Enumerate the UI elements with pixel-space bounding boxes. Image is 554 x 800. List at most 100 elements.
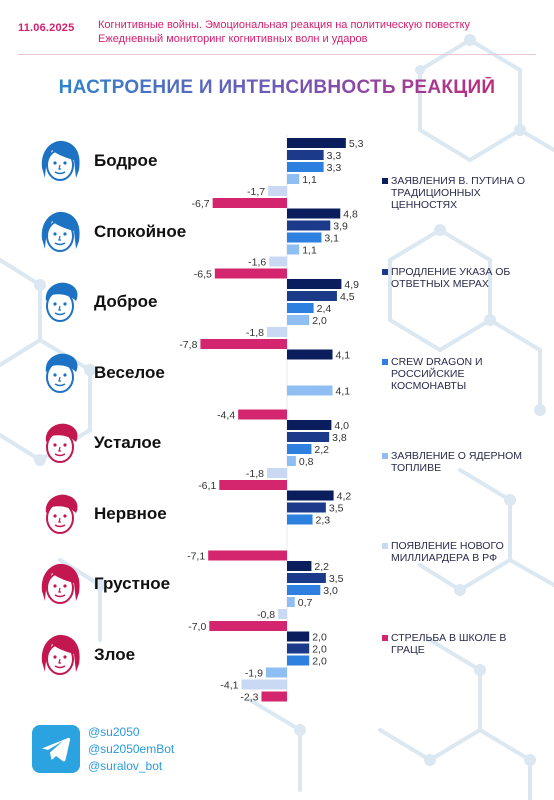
- bar-value-label-1-4: 1,1: [302, 174, 317, 186]
- bar-2-1: [287, 208, 341, 219]
- telegram-handle-3[interactable]: @suralov_bot: [88, 759, 163, 773]
- legend-swatch: [382, 635, 388, 641]
- header-subtitle-1: Когнитивные войны. Эмоциональная реакция…: [98, 19, 471, 31]
- legend-swatch: [382, 543, 388, 549]
- telegram-handle-2[interactable]: @su2050emBot: [88, 742, 175, 756]
- bar-3-4: [287, 315, 310, 325]
- bar-7-1: [287, 561, 312, 571]
- bar-value-label-7-4: 0,7: [298, 597, 313, 609]
- red-man-face-icon: [36, 420, 84, 468]
- bar-8-6: [261, 691, 287, 702]
- bar-7-5: [278, 609, 287, 619]
- legend-label: ЗАЯВЛЕНИЕ О ЯДЕРНОМ ТОПЛИВЕ: [391, 450, 523, 474]
- emotion-label-3: Доброе: [94, 292, 158, 311]
- emotion-label-7: Грустное: [94, 574, 171, 593]
- bar-4-1: [287, 349, 333, 360]
- emotion-label-5: Усталое: [94, 433, 162, 452]
- bar-5-3: [287, 444, 312, 454]
- bar-3-2: [287, 291, 337, 301]
- bar-5-4: [287, 456, 296, 466]
- bar-value-label-4-6: -4,4: [217, 410, 235, 422]
- legend-swatch: [382, 359, 388, 365]
- legend-label: ЗАЯВЛЕНИЯ В. ПУТИНА О ТРАДИЦИОННЫХ ЦЕННО…: [391, 175, 526, 211]
- bar-value-label-7-2: 3,5: [329, 573, 344, 585]
- bar-value-label-7-1: 2,2: [314, 561, 329, 573]
- legend-swatch: [382, 178, 388, 184]
- bar-value-label-7-5: -0,8: [257, 609, 275, 621]
- bar-value-label-5-1: 4,0: [334, 420, 349, 432]
- bar-6-1: [287, 490, 334, 501]
- legend-label: ПРОДЛЕНИЕ УКАЗА ОБ ОТВЕТНЫХ МЕРАХ: [391, 266, 511, 290]
- bar-6-3: [287, 514, 313, 525]
- bar-value-label-2-4: 1,1: [302, 245, 317, 257]
- bar-value-label-1-3: 3,3: [327, 162, 342, 174]
- blue-woman-face-icon: [36, 138, 84, 186]
- legend-label: ПОЯВЛЕНИЕ НОВОГО МИЛЛИАРДЕРА В РФ: [391, 540, 504, 564]
- red-woman-face-icon: [36, 561, 84, 609]
- bar-4-4: [287, 385, 333, 396]
- bar-2-6: [214, 268, 287, 279]
- blue-man-face-icon: [36, 279, 84, 327]
- bar-value-label-6-3: 2,3: [316, 515, 331, 527]
- bar-value-label-3-3: 2,4: [317, 303, 332, 315]
- bar-8-2: [287, 643, 310, 654]
- bar-1-5: [268, 186, 287, 196]
- bar-value-label-3-1: 4,9: [344, 279, 359, 291]
- legend-label: CREW DRAGON И РОССИЙСКИЕ КОСМОНАВТЫ: [391, 356, 483, 392]
- bar-5-5: [267, 468, 287, 478]
- emotion-label-8: Злое: [94, 644, 136, 664]
- bar-3-5: [267, 327, 287, 337]
- bar-value-label-6-1: 4,2: [337, 491, 352, 503]
- bar-value-label-8-6: -2,3: [240, 692, 258, 704]
- legend-swatch: [382, 269, 388, 275]
- bar-value-label-7-3: 3,0: [323, 585, 338, 597]
- bar-2-3: [287, 232, 322, 243]
- bar-value-label-3-4: 2,0: [312, 315, 327, 327]
- bar-5-1: [287, 420, 332, 430]
- telegram-handle-1[interactable]: @su2050: [88, 725, 140, 739]
- bar-7-4: [287, 597, 295, 607]
- bar-7-2: [287, 573, 326, 583]
- telegram-icon[interactable]: [32, 725, 80, 773]
- page-title: НАСТРОЕНИЕ И ИНТЕНСИВНОСТЬ РЕАКЦИЙ: [0, 77, 554, 99]
- bar-3-3: [287, 303, 314, 313]
- bar-value-label-1-1: 5,3: [349, 138, 364, 150]
- red-man-face-icon: [36, 491, 84, 539]
- bar-value-label-2-6: -6,5: [194, 269, 212, 281]
- bar-value-label-8-2: 2,0: [312, 644, 327, 656]
- bar-7-3: [287, 585, 321, 595]
- bar-value-label-7-6: -7,0: [188, 621, 206, 633]
- bar-value-label-2-1: 4,8: [343, 209, 358, 221]
- emotion-label-6: Нервное: [94, 503, 167, 523]
- red-woman-face-icon: [36, 632, 84, 680]
- bar-value-label-8-3: 2,0: [312, 656, 327, 668]
- bar-1-4: [287, 174, 300, 184]
- bar-value-label-2-3: 3,1: [324, 233, 339, 245]
- bar-1-3: [287, 162, 324, 172]
- blue-woman-face-icon: [36, 209, 84, 257]
- blue-man-face-icon: [36, 350, 84, 398]
- bar-8-3: [287, 655, 310, 666]
- bar-value-label-3-5: -1,8: [246, 327, 264, 339]
- bar-2-2: [287, 220, 331, 231]
- bar-value-label-2-5: -1,6: [248, 257, 266, 269]
- bar-value-label-5-6: -6,1: [198, 480, 216, 492]
- bar-8-5: [241, 679, 287, 690]
- bar-value-label-3-6: -7,8: [179, 339, 197, 351]
- bar-6-6: [208, 550, 287, 561]
- bar-value-label-1-2: 3,3: [327, 150, 342, 162]
- emotion-label-1: Бодрое: [94, 151, 158, 170]
- bar-1-6: [212, 198, 287, 208]
- bar-3-1: [287, 279, 342, 289]
- bar-value-label-3-2: 4,5: [340, 291, 355, 303]
- bar-value-label-5-5: -1,8: [246, 468, 264, 480]
- bar-1-1: [287, 138, 346, 148]
- bar-2-5: [269, 256, 287, 267]
- bar-value-label-6-2: 3,5: [329, 503, 344, 515]
- bar-value-label-5-3: 2,2: [314, 444, 329, 456]
- bar-4-6: [238, 409, 287, 420]
- report-date: 11.06.2025: [18, 22, 75, 34]
- bar-value-label-8-1: 2,0: [312, 632, 327, 644]
- bar-8-4: [265, 667, 287, 678]
